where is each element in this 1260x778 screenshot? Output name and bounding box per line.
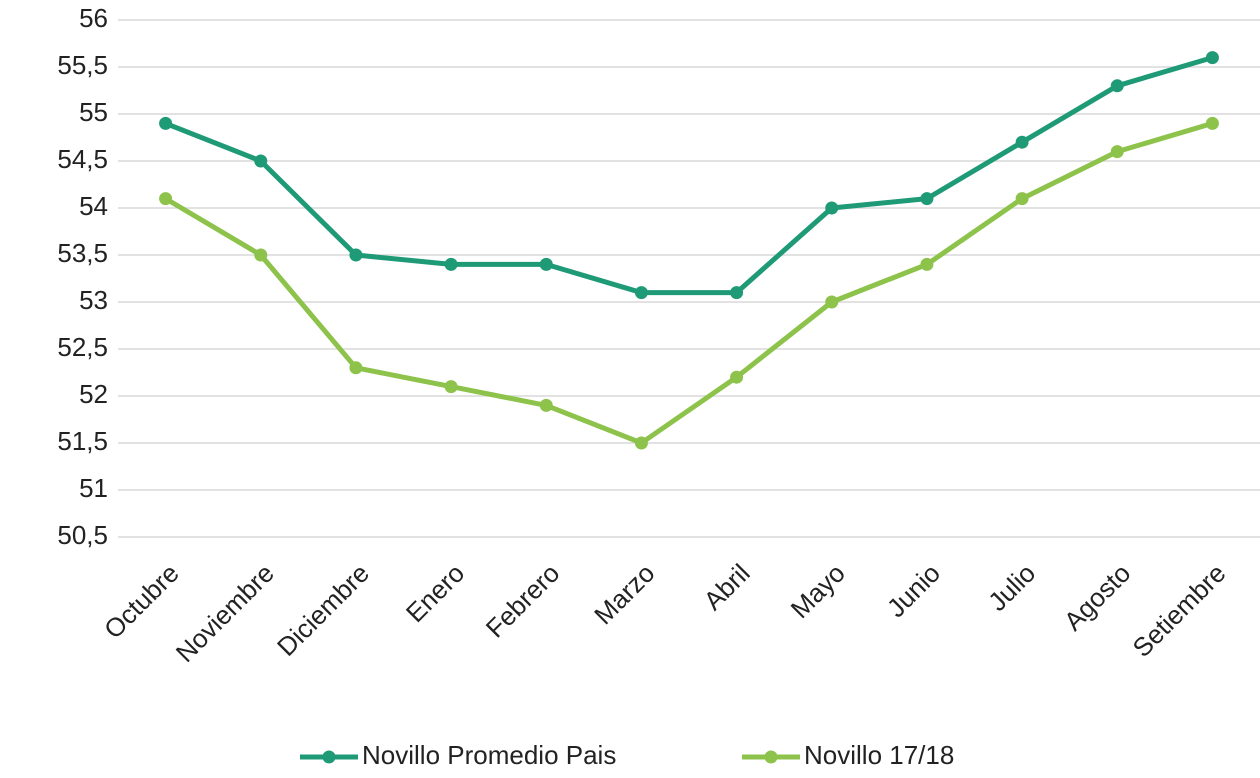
data-point: [254, 248, 268, 262]
y-tick-label: 52,5: [57, 332, 108, 362]
x-tick-label: Marzo: [588, 558, 660, 630]
data-point: [539, 257, 553, 271]
data-point: [1205, 116, 1219, 130]
y-tick-label: 54,5: [57, 144, 108, 174]
data-point: [825, 295, 839, 309]
data-point: [159, 116, 173, 130]
data-point: [1110, 79, 1124, 93]
legend-marker: [322, 750, 336, 764]
data-point: [1015, 192, 1029, 206]
y-tick-label: 52: [79, 379, 108, 409]
x-tick-label: Julio: [982, 558, 1041, 617]
data-point: [920, 257, 934, 271]
x-tick-label: Mayo: [785, 558, 851, 624]
data-point: [1015, 135, 1029, 149]
y-tick-label: 55: [79, 97, 108, 127]
x-tick-label: Enero: [400, 558, 470, 628]
data-point: [634, 436, 648, 450]
data-point: [159, 192, 173, 206]
data-point: [730, 370, 744, 384]
legend-marker: [764, 750, 778, 764]
y-tick-label: 50,5: [57, 520, 108, 550]
y-tick-label: 53,5: [57, 238, 108, 268]
data-point: [920, 192, 934, 206]
x-tick-label: Octubre: [98, 558, 185, 645]
legend-label: Novillo 17/18: [804, 740, 954, 770]
data-point: [539, 398, 553, 412]
data-point: [349, 248, 363, 262]
data-point: [1205, 51, 1219, 65]
x-tick-label: Junio: [881, 558, 946, 623]
legend-label: Novillo Promedio Pais: [362, 740, 616, 770]
y-tick-label: 55,5: [57, 50, 108, 80]
x-tick-label: Diciembre: [271, 558, 375, 662]
data-point: [730, 286, 744, 300]
x-tick-label: Abril: [698, 558, 756, 616]
y-tick-label: 56: [79, 3, 108, 33]
data-point: [254, 154, 268, 168]
y-tick-label: 53: [79, 285, 108, 315]
data-point: [825, 201, 839, 215]
x-tick-label: Agosto: [1058, 558, 1136, 636]
y-tick-label: 51: [79, 473, 108, 503]
x-tick-label: Febrero: [480, 558, 566, 644]
data-point: [349, 361, 363, 375]
data-point: [444, 380, 458, 394]
y-tick-label: 51,5: [57, 426, 108, 456]
data-point: [634, 286, 648, 300]
data-point: [1110, 145, 1124, 159]
x-tick-label: Noviembre: [170, 558, 280, 668]
series-line: [164, 55, 1214, 296]
x-tick-label: Setiembre: [1127, 558, 1232, 663]
series-line: [164, 121, 1214, 446]
data-point: [444, 257, 458, 271]
y-tick-label: 54: [79, 191, 108, 221]
